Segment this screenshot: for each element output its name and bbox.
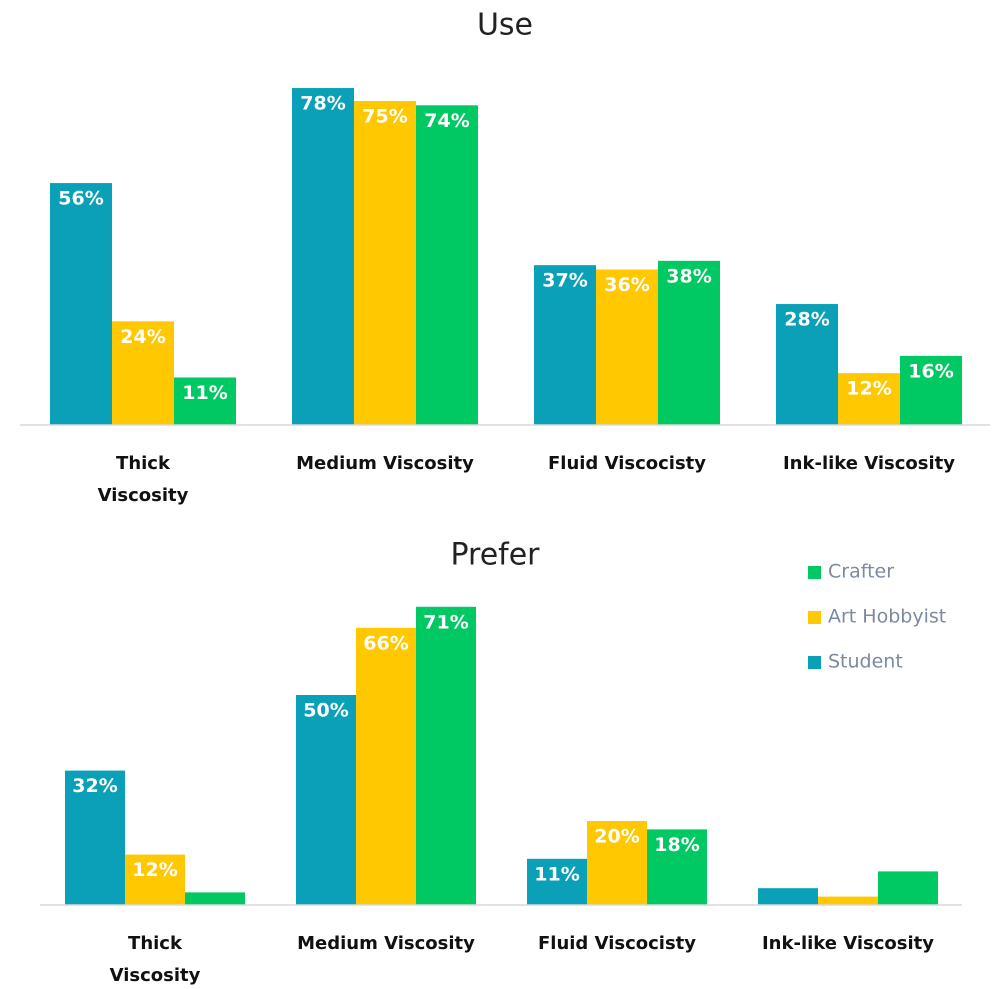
x-tick-label-box: Medium Viscosity	[296, 453, 474, 474]
data-label: 28%	[784, 309, 829, 331]
bar	[818, 896, 878, 905]
legend-label: Art Hobbyist	[828, 606, 946, 628]
bar	[174, 377, 236, 425]
bar	[776, 304, 838, 425]
data-label: 66%	[363, 632, 408, 654]
bar	[112, 321, 174, 425]
data-label: 71%	[423, 611, 468, 633]
x-tick-label: Fluid Viscocisty	[547, 453, 707, 474]
bar	[838, 373, 900, 425]
chart-title: Use	[477, 8, 533, 43]
data-label: 36%	[604, 274, 649, 296]
x-tick-label: Fluid Viscocisty	[537, 933, 697, 954]
bar	[900, 355, 962, 425]
data-label: 74%	[424, 110, 469, 132]
bar	[758, 888, 818, 905]
bar	[356, 627, 416, 905]
bar	[416, 105, 478, 425]
data-label: 18%	[654, 834, 699, 856]
bar	[292, 88, 354, 425]
legend-label: Student	[828, 651, 903, 673]
bar	[658, 260, 720, 425]
data-label: 37%	[542, 270, 587, 292]
bar	[125, 854, 185, 905]
legend-swatch	[808, 611, 821, 624]
bar	[50, 183, 112, 425]
bar	[534, 265, 596, 425]
legend-label: Crafter	[828, 561, 894, 583]
x-tick-label: Medium Viscosity	[296, 453, 474, 474]
data-label: 20%	[594, 826, 639, 848]
data-label: 38%	[666, 265, 711, 287]
x-tick-label-box: Ink-like Viscosity	[782, 453, 955, 474]
x-tick-label-box: Fluid Viscocisty	[537, 933, 697, 954]
data-label: 12%	[846, 378, 891, 400]
chart-title: Prefer	[450, 538, 540, 573]
bar	[296, 695, 356, 905]
bar	[185, 892, 245, 905]
data-label: 11%	[534, 863, 579, 885]
x-tick-label: Ink-like Viscosity	[782, 453, 955, 474]
x-tick-label-box: Thick Viscosity	[109, 933, 201, 986]
data-label: 16%	[908, 360, 953, 382]
bar	[65, 770, 125, 905]
x-tick-label: Medium Viscosity	[297, 933, 475, 954]
legend-swatch	[808, 566, 821, 579]
data-label: 24%	[120, 326, 165, 348]
data-label: 75%	[362, 106, 407, 128]
x-tick-label: Thick Viscosity	[109, 933, 201, 986]
bar	[416, 606, 476, 905]
legend-swatch	[808, 656, 821, 669]
bar	[587, 821, 647, 905]
data-label: 11%	[182, 382, 227, 404]
x-tick-label: Ink-like Viscosity	[761, 933, 934, 954]
data-label: 56%	[58, 188, 103, 210]
x-tick-label-box: Medium Viscosity	[297, 933, 475, 954]
bar	[647, 829, 707, 905]
data-label: 12%	[132, 859, 177, 881]
bar	[527, 858, 587, 905]
x-tick-label-box: Fluid Viscocisty	[547, 453, 707, 474]
x-tick-label-box: Thick Viscosity	[97, 453, 189, 506]
data-label: 50%	[303, 700, 348, 722]
bar	[354, 101, 416, 425]
x-tick-label-box: Ink-like Viscosity	[761, 933, 934, 954]
data-label: 32%	[72, 775, 117, 797]
bar	[878, 871, 938, 905]
data-label: 78%	[300, 93, 345, 115]
x-tick-label: Thick Viscosity	[97, 453, 189, 506]
bar	[596, 269, 658, 425]
